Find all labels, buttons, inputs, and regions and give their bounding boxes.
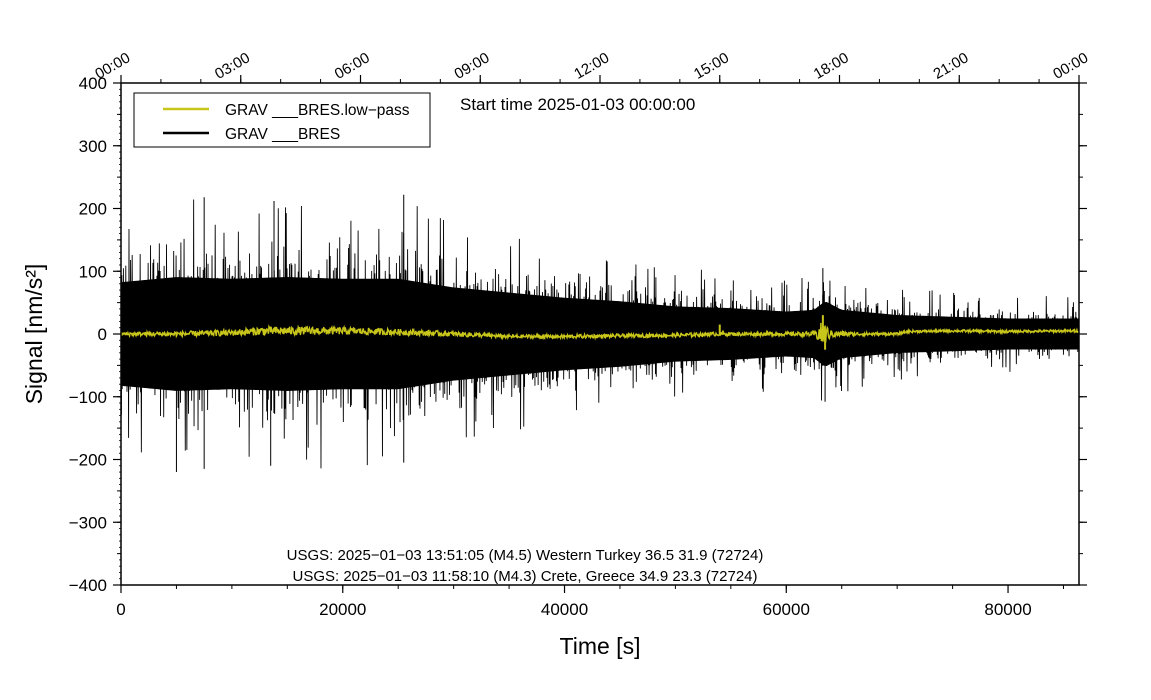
legend-label-lowpass: GRAV ___BRES.low−pass: [225, 102, 410, 119]
start-time-label: Start time 2025-01-03 00:00:00: [460, 95, 695, 114]
x-tick-label: 60000: [763, 600, 810, 619]
legend-box: [133, 92, 431, 148]
plot-traces: [120, 194, 1080, 473]
x-axis-title: Time [s]: [560, 633, 641, 659]
y-tick-label: 0: [98, 325, 107, 344]
earthquake-annotation-2: USGS: 2025−01−03 11:58:10 (M4.3) Crete, …: [292, 568, 757, 585]
x-tick-label: 0: [116, 600, 125, 619]
x-tick-label: 80000: [984, 600, 1031, 619]
y-tick-label: 300: [79, 137, 107, 156]
top-tick-label: 18:00: [811, 49, 852, 82]
top-tick-label: 03:00: [212, 49, 253, 82]
y-tick-label: 200: [79, 200, 107, 219]
x-tick-label: 20000: [319, 600, 366, 619]
top-tick-label: 06:00: [332, 49, 373, 82]
top-tick-label: 09:00: [451, 49, 492, 82]
y-tick-label: −100: [69, 388, 107, 407]
top-tick-label: 00:00: [1050, 49, 1091, 82]
y-tick-label: 400: [79, 74, 107, 93]
top-tick-label: 15:00: [691, 49, 732, 82]
top-tick-label: 21:00: [930, 49, 971, 82]
top-tick-label: 00:00: [92, 49, 133, 82]
y-tick-label: −400: [69, 576, 107, 595]
legend-label-raw: GRAV ___BRES: [225, 126, 340, 143]
earthquake-annotation-1: USGS: 2025−01−03 13:51:05 (M4.5) Western…: [287, 547, 764, 564]
legend: GRAV ___BRES.low−pass GRAV ___BRES: [133, 92, 431, 148]
top-tick-label: 12:00: [571, 49, 612, 82]
y-tick-label: −200: [69, 451, 107, 470]
series-raw-core: [121, 277, 1079, 391]
y-tick-label: −300: [69, 513, 107, 532]
y-axis-title: Signal [nm/s²]: [21, 264, 47, 405]
x-tick-label: 40000: [541, 600, 588, 619]
y-tick-label: 100: [79, 262, 107, 281]
series-lowpass-trace: [120, 322, 1080, 343]
